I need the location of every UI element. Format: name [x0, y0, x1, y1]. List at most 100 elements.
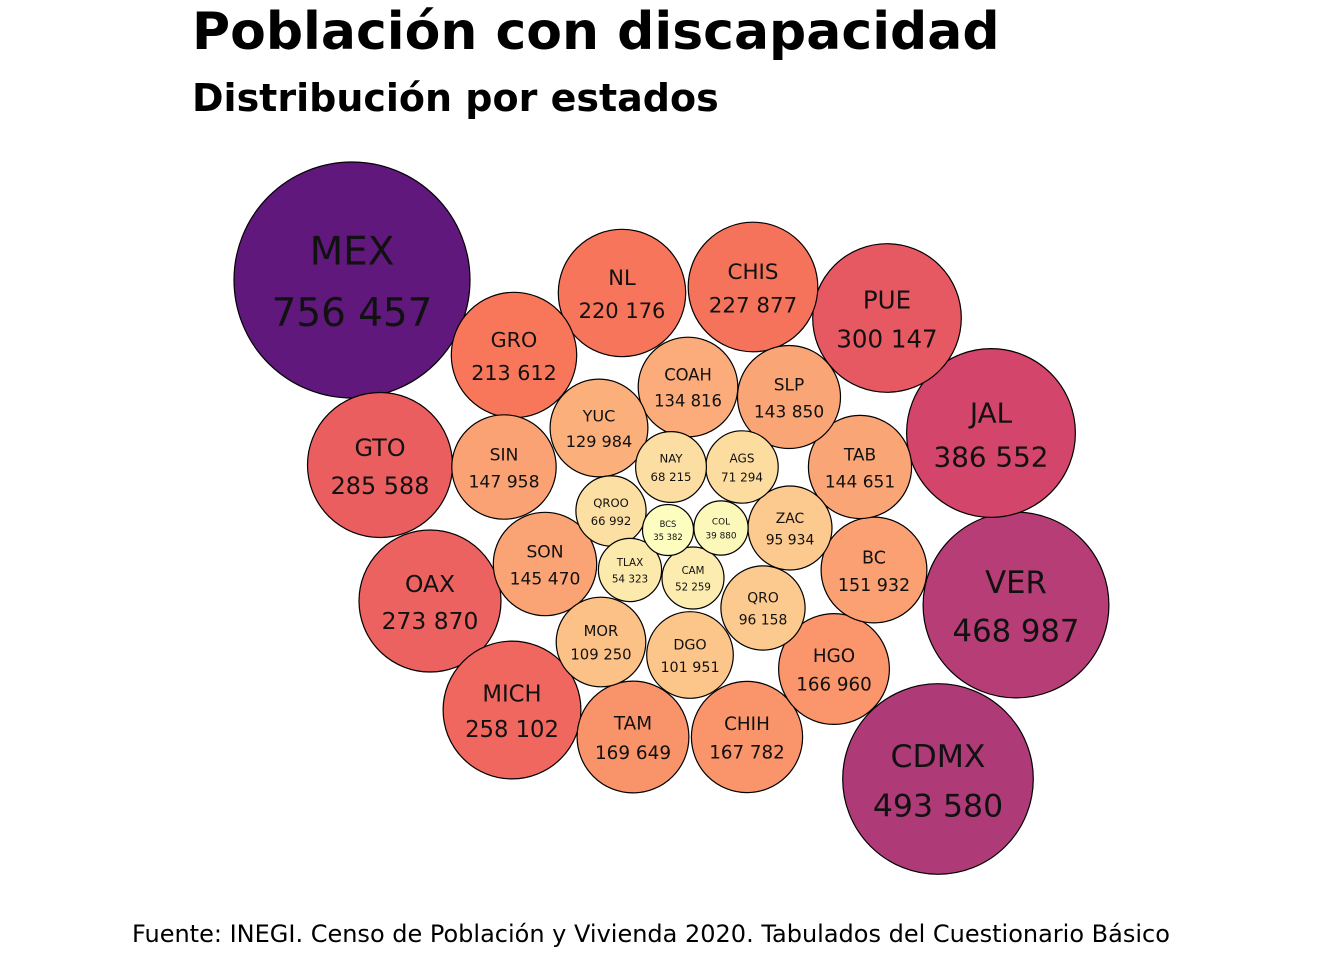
bubble-pue: PUE 300 147: [812, 243, 962, 393]
bubble-name-mex: MEX: [310, 230, 395, 275]
bubble-circle-tab: [807, 414, 913, 520]
bubble-mex: MEX 756 457: [233, 161, 471, 399]
bubble-nl: NL 220 176: [557, 228, 687, 358]
bubble-name-oax: OAX: [405, 570, 455, 598]
bubble-value-zac: 95 934: [766, 533, 815, 549]
bubble-name-dgo: DGO: [673, 638, 706, 654]
bubble-value-mich: 258 102: [465, 717, 559, 743]
bubble-name-jal: JAL: [968, 396, 1013, 429]
bubble-name-chih: CHIH: [724, 714, 770, 735]
bubble-value-tlax: 54 323: [612, 574, 648, 586]
bubble-name-slp: SLP: [774, 376, 805, 396]
bubble-circle-mor: [555, 596, 647, 688]
bubble-circle-qroo: [575, 475, 647, 547]
bubble-value-gto: 285 588: [331, 472, 430, 500]
bubble-cam: CAM 52 259: [661, 546, 725, 610]
bubble-value-cam: 52 259: [675, 582, 711, 593]
bubble-circle-gto: [306, 391, 454, 539]
bubble-value-gro: 213 612: [471, 361, 557, 385]
bubble-value-chih: 167 782: [709, 743, 785, 764]
bubble-gro: GRO 213 612: [450, 291, 578, 419]
bubble-hgo: HGO 166 960: [777, 612, 890, 725]
bubble-circle-ags: [705, 430, 779, 504]
bubble-oax: OAX 273 870: [358, 529, 502, 673]
bubble-circle-dgo: [646, 611, 734, 699]
bubble-value-yuc: 129 984: [566, 432, 633, 451]
bubble-name-ver: VER: [985, 566, 1047, 601]
bubble-bcs: BCS 35 382: [641, 503, 695, 557]
bubble-value-oax: 273 870: [382, 607, 479, 635]
bubble-circle-son: [492, 511, 598, 617]
source-caption: Fuente: INEGI. Censo de Población y Vivi…: [132, 920, 1170, 948]
bubble-name-son: SON: [526, 543, 563, 563]
bubble-name-nay: NAY: [660, 452, 684, 466]
bubble-name-bcs: BCS: [660, 519, 677, 529]
bubble-name-pue: PUE: [863, 286, 911, 315]
bubble-value-cdmx: 493 580: [873, 789, 1003, 825]
bubble-value-dgo: 101 951: [660, 660, 719, 676]
bubble-circle-pue: [812, 243, 962, 393]
bubble-dgo: DGO 101 951: [646, 611, 734, 699]
bubble-circle-cdmx: [842, 683, 1034, 875]
bubble-name-tam: TAM: [613, 714, 652, 735]
bubble-circle-cam: [661, 546, 725, 610]
bubble-slp: SLP 143 850: [736, 344, 842, 450]
bubble-name-nl: NL: [608, 266, 636, 290]
bubble-circle-jal: [905, 348, 1076, 519]
bubble-name-qroo: QROO: [593, 496, 628, 510]
bubble-son: SON 145 470: [492, 511, 598, 617]
bubble-name-sin: SIN: [490, 446, 519, 466]
bubble-value-tam: 169 649: [595, 743, 671, 764]
bubble-name-qro: QRO: [747, 591, 779, 607]
bubble-circle-tam: [576, 680, 690, 794]
bubble-circle-nl: [557, 228, 687, 358]
bubble-value-pue: 300 147: [836, 324, 937, 353]
bubble-value-coah: 134 816: [654, 391, 722, 410]
bubble-value-nl: 220 176: [579, 299, 666, 323]
bubble-name-ags: AGS: [730, 452, 755, 466]
bubble-value-ags: 71 294: [721, 470, 763, 484]
bubble-circle-slp: [736, 344, 842, 450]
bubble-name-yuc: YUC: [582, 407, 616, 426]
bubble-ver: VER 468 987: [922, 511, 1110, 699]
bubble-value-col: 39 880: [705, 532, 736, 542]
bubble-circle-col: [693, 500, 749, 556]
bubble-ags: AGS 71 294: [705, 430, 779, 504]
bubble-circle-hgo: [777, 612, 890, 725]
bubble-circle-bcs: [641, 503, 695, 557]
bubble-circle-chis: [687, 221, 819, 353]
bubble-value-mor: 109 250: [570, 647, 631, 664]
bubble-circle-mich: [442, 640, 582, 780]
bubble-value-sin: 147 958: [468, 473, 539, 493]
bubble-circle-yuc: [549, 378, 649, 478]
bubble-nay: NAY 68 215: [634, 431, 707, 504]
bubble-circle-sin: [451, 414, 557, 520]
bubble-value-slp: 143 850: [754, 402, 824, 422]
bubble-tab: TAB 144 651: [807, 414, 913, 520]
bubble-name-tab: TAB: [843, 446, 876, 466]
bubble-name-gro: GRO: [491, 328, 538, 352]
bubble-value-bcs: 35 382: [653, 532, 682, 542]
bubble-name-gto: GTO: [354, 434, 405, 462]
bubble-circle-chih: [690, 680, 804, 794]
bubble-name-cdmx: CDMX: [890, 739, 985, 775]
bubble-bc: BC 151 932: [820, 516, 928, 624]
chart-subtitle: Distribución por estados: [192, 76, 719, 120]
bubble-circle-qro: [720, 565, 806, 651]
bubble-value-mex: 756 457: [272, 291, 433, 336]
bubble-value-nay: 68 215: [651, 470, 692, 484]
bubble-name-chis: CHIS: [728, 260, 779, 285]
bubble-gto: GTO 285 588: [306, 391, 454, 539]
bubble-name-coah: COAH: [664, 366, 712, 385]
bubble-name-hgo: HGO: [813, 646, 855, 667]
bubble-circle-oax: [358, 529, 502, 673]
bubble-cdmx: CDMX 493 580: [842, 683, 1034, 875]
bubble-circle-mex: [233, 161, 471, 399]
bubble-circle-coah: [637, 336, 739, 438]
bubble-qro: QRO 96 158: [720, 565, 806, 651]
bubble-value-qroo: 66 992: [591, 514, 632, 528]
bubble-circle-tlax: [597, 537, 663, 603]
bubble-chis: CHIS 227 877: [687, 221, 819, 353]
bubble-col: COL 39 880: [693, 500, 749, 556]
